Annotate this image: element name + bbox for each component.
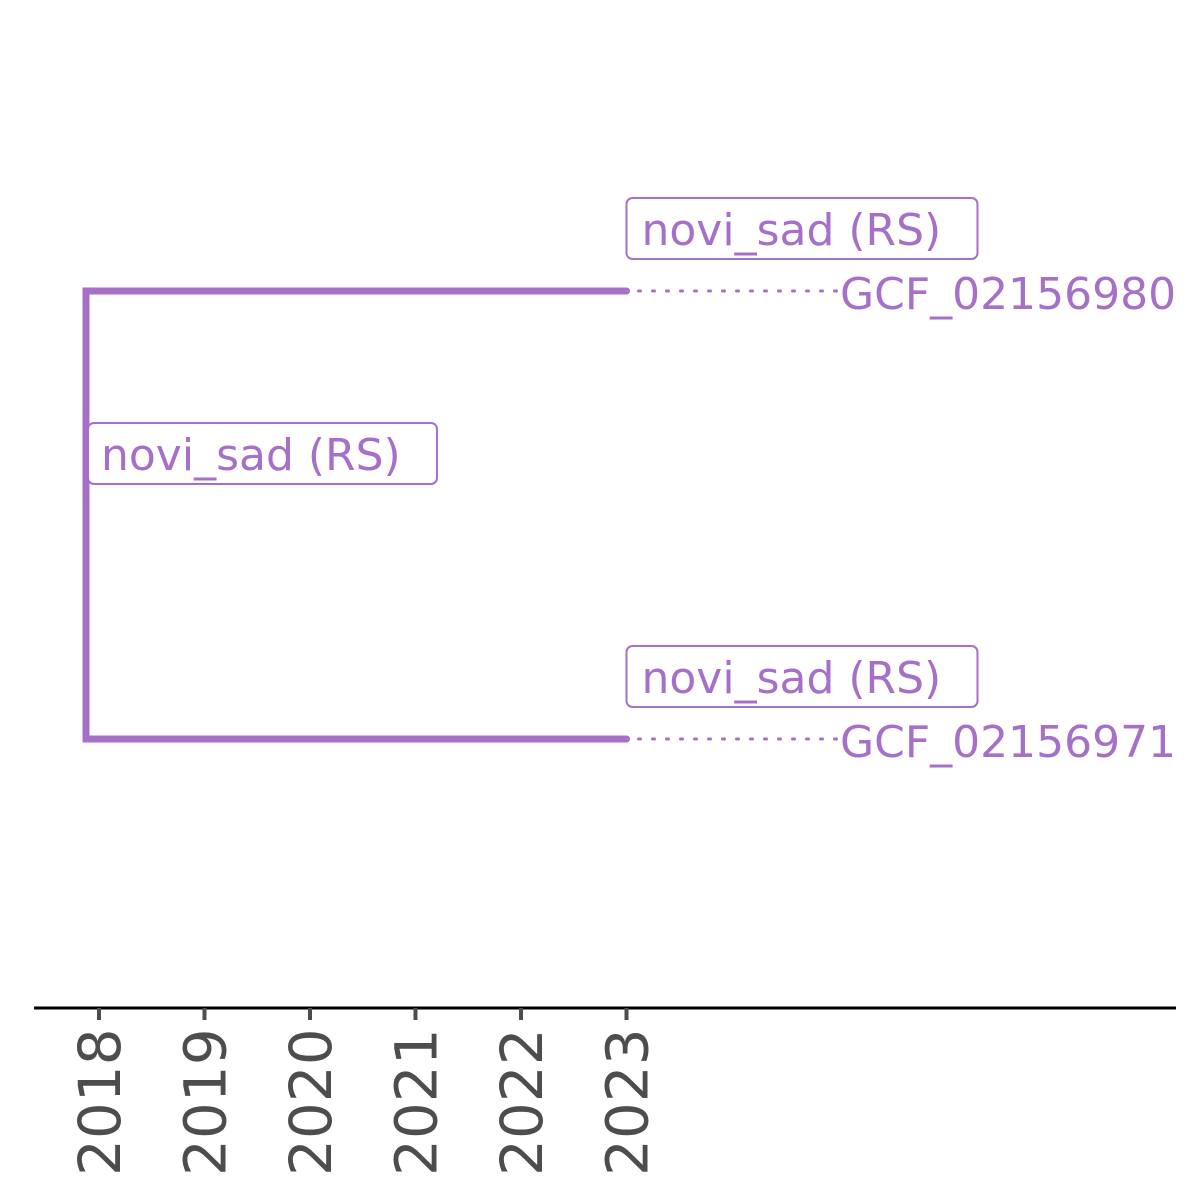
time-axis: 2018 2019 2020 2021 2022 2023 xyxy=(34,1006,1176,1176)
tree-branches xyxy=(82,287,840,743)
tick-label: 2020 xyxy=(277,1028,345,1176)
tree-labels: GCF_02156980 novi_sad (RS) GCF_02156971 nov… xyxy=(87,197,1176,768)
tick-label: 2019 xyxy=(172,1028,240,1176)
node-label: novi_sad (RS) xyxy=(642,205,942,256)
node-label-box xyxy=(625,645,979,708)
tick-label: 2022 xyxy=(488,1028,556,1176)
tip-label: GCF_02156980 xyxy=(840,269,1176,320)
tick-label: 2018 xyxy=(66,1028,134,1176)
tip-label: GCF_02156971 xyxy=(840,717,1176,768)
node-label: novi_sad (RS) xyxy=(642,653,942,704)
node-label-box xyxy=(625,197,979,260)
tick-label: 2021 xyxy=(383,1028,451,1176)
tick-label: 2023 xyxy=(594,1028,662,1176)
root-label-box xyxy=(87,422,438,485)
root-label: novi_sad (RS) xyxy=(101,430,401,481)
